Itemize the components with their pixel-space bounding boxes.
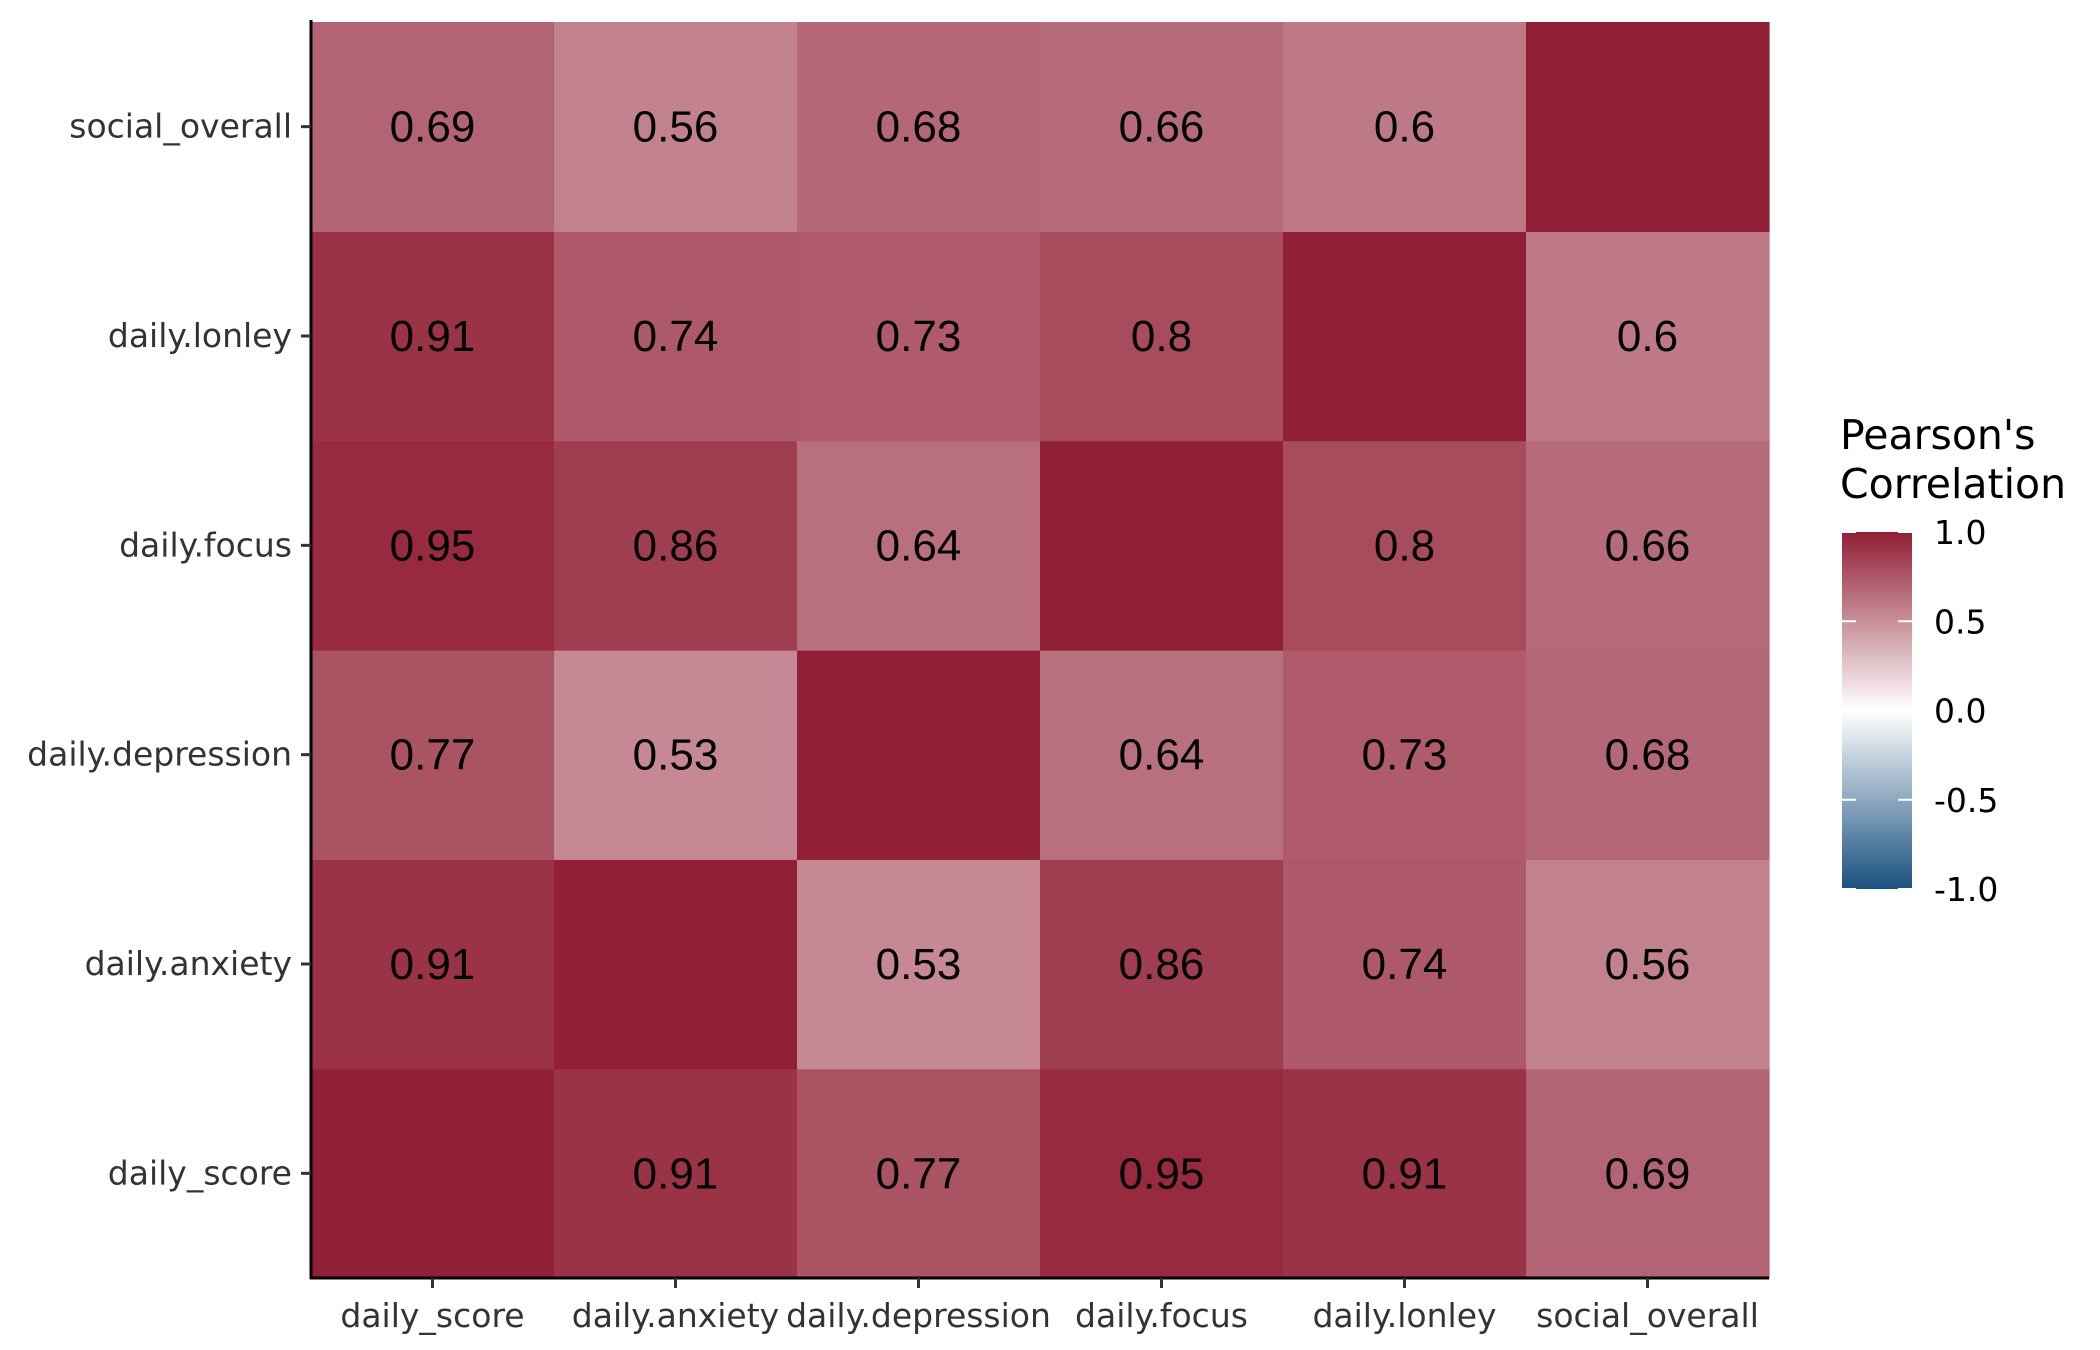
- cell-value-label: 0.74: [633, 312, 719, 361]
- legend-tick-label: 0.0: [1934, 692, 1986, 731]
- heatmap-cell: [311, 859, 555, 1070]
- heatmap-cell: [311, 1068, 555, 1279]
- heatmap-cell: [1526, 22, 1770, 232]
- legend-tick-label: -1.0: [1934, 870, 1998, 909]
- cell-value-label: 0.64: [1119, 731, 1205, 780]
- heatmap-cell: [1040, 22, 1284, 232]
- cell-value-label: 0.86: [633, 521, 719, 570]
- x-tick-label: daily_score: [340, 1296, 524, 1335]
- heatmap-cell: [311, 650, 555, 860]
- heatmap-cell: [1283, 650, 1527, 860]
- axes: daily_scoredaily.anxietydaily.depression…: [27, 20, 1769, 1335]
- y-tick-label: daily.lonley: [108, 316, 292, 355]
- cell-value-label: 0.73: [1362, 731, 1448, 780]
- cell-value-label: 0.66: [1605, 521, 1691, 570]
- heatmap-cell: [311, 440, 555, 651]
- heatmap-cell: [797, 440, 1041, 651]
- heatmap-cell: [1283, 440, 1527, 651]
- cell-value-label: 0.74: [1362, 940, 1448, 989]
- heatmap-cell: [1040, 650, 1284, 860]
- heatmap-cell: [1040, 1068, 1284, 1279]
- heatmap-cell: [797, 1068, 1041, 1279]
- heatmap-cell: [1526, 1068, 1770, 1279]
- heatmap-cell: [1283, 1068, 1527, 1279]
- heatmap-cell: [1040, 231, 1284, 442]
- y-tick-label: daily.depression: [27, 735, 292, 774]
- heatmap-cells: [311, 22, 1770, 1279]
- cell-value-label: 0.8: [1374, 521, 1435, 570]
- y-tick-label: daily.anxiety: [85, 944, 292, 983]
- heatmap-cell: [311, 231, 555, 442]
- heatmap-cell: [554, 650, 798, 860]
- heatmap-cell: [554, 859, 798, 1070]
- cell-value-label: 0.64: [876, 521, 962, 570]
- legend-tick-label: 0.5: [1934, 602, 1986, 641]
- legend-tick-label: 1.0: [1934, 513, 1986, 552]
- heatmap-cell: [311, 22, 555, 232]
- heatmap-cell: [797, 650, 1041, 860]
- y-tick-label: daily.focus: [119, 525, 292, 564]
- heatmap-cell: [554, 1068, 798, 1279]
- cell-value-label: 0.91: [390, 940, 476, 989]
- cell-value-label: 0.95: [390, 521, 476, 570]
- cell-value-label: 0.56: [1605, 940, 1691, 989]
- cell-value-label: 0.91: [390, 312, 476, 361]
- heatmap-cell: [1526, 440, 1770, 651]
- heatmap-cell: [1283, 859, 1527, 1070]
- heatmap-cell: [1283, 22, 1527, 232]
- heatmap-cell: [1526, 650, 1770, 860]
- legend-tick-label: -0.5: [1934, 781, 1998, 820]
- x-tick-label: daily.depression: [786, 1296, 1051, 1335]
- heatmap-cell: [1040, 859, 1284, 1070]
- cell-value-label: 0.91: [633, 1149, 719, 1198]
- x-tick-label: daily.anxiety: [572, 1296, 779, 1335]
- heatmap-cell: [797, 22, 1041, 232]
- cell-value-label: 0.77: [876, 1149, 962, 1198]
- cell-value-label: 0.53: [633, 731, 719, 780]
- cell-value-label: 0.69: [390, 103, 476, 152]
- heatmap-cell: [554, 22, 798, 232]
- heatmap-cell-labels: 0.91 0.77 0.95 0.91 0.69 0.91 0.53 0.86 0.74 0.56…: [390, 103, 1691, 1199]
- cell-value-label: 0.69: [1605, 1149, 1691, 1198]
- cell-value-label: 0.66: [1119, 103, 1205, 152]
- legend-title-line: Correlation: [1840, 460, 2066, 508]
- legend-title-line: Pearson's: [1840, 411, 2036, 459]
- cell-value-label: 0.73: [876, 312, 962, 361]
- cell-value-label: 0.77: [390, 731, 476, 780]
- cell-value-label: 0.68: [876, 103, 962, 152]
- cell-value-label: 0.6: [1617, 312, 1678, 361]
- y-tick-label: daily_score: [108, 1153, 292, 1192]
- cell-value-label: 0.6: [1374, 103, 1435, 152]
- y-tick-label: social_overall: [69, 107, 292, 146]
- cell-value-label: 0.91: [1362, 1149, 1448, 1198]
- heatmap-cell: [797, 231, 1041, 442]
- heatmap-cell: [554, 231, 798, 442]
- cell-value-label: 0.53: [876, 940, 962, 989]
- heatmap-cell: [1526, 859, 1770, 1070]
- cell-value-label: 0.8: [1131, 312, 1192, 361]
- x-tick-label: daily.lonley: [1312, 1296, 1496, 1335]
- x-tick-label: daily.focus: [1075, 1296, 1248, 1335]
- cell-value-label: 0.68: [1605, 731, 1691, 780]
- cell-value-label: 0.56: [633, 103, 719, 152]
- heatmap-cell: [1040, 440, 1284, 651]
- cell-value-label: 0.86: [1119, 940, 1205, 989]
- heatmap-cell: [1526, 231, 1770, 442]
- cell-value-label: 0.95: [1119, 1149, 1205, 1198]
- x-tick-label: social_overall: [1536, 1296, 1759, 1335]
- heatmap-cell: [554, 440, 798, 651]
- heatmap-cell: [797, 859, 1041, 1070]
- heatmap-cell: [1283, 231, 1527, 442]
